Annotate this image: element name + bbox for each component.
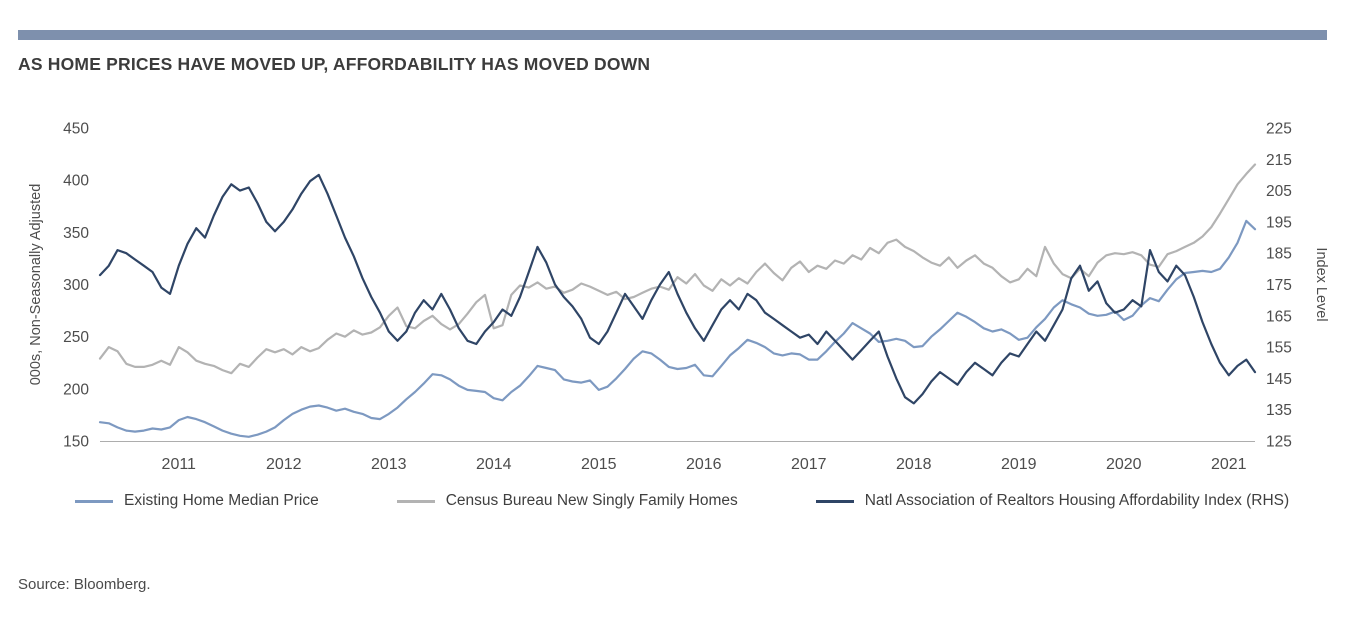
- y-tick-right: 135: [1266, 402, 1292, 419]
- y-tick-right: 155: [1266, 340, 1292, 357]
- legend-item-existing-home-median-price: Existing Home Median Price: [75, 492, 319, 510]
- line-swatch-blue: [75, 499, 113, 503]
- y-tick-right: 215: [1266, 152, 1292, 169]
- y-tick-right: 175: [1266, 277, 1292, 294]
- x-year-label: 2014: [476, 456, 512, 473]
- y-tick-right: 225: [1266, 121, 1292, 138]
- y-tick-left: 300: [63, 277, 89, 294]
- x-year-label: 2018: [896, 456, 932, 473]
- x-year-label: 2011: [162, 456, 197, 473]
- legend-item-nar-housing-affordability-index: Natl Association of Realtors Housing Aff…: [815, 492, 1290, 510]
- legend-item-census-new-single-family-homes: Census Bureau New Singly Family Homes: [396, 492, 738, 510]
- y-tick-left: 150: [63, 434, 89, 451]
- series-line-1: [98, 163, 1257, 375]
- accent-bar: [18, 30, 1327, 40]
- y-tick-left: 350: [63, 225, 89, 242]
- y-tick-left: 200: [63, 381, 89, 398]
- x-year-label: 2017: [791, 456, 827, 473]
- legend-label: Existing Home Median Price: [124, 492, 319, 509]
- line-swatch-gray: [396, 499, 435, 503]
- series-line-2: [98, 173, 1257, 405]
- y-tick-right: 205: [1266, 183, 1292, 200]
- y-tick-right: 195: [1266, 214, 1292, 231]
- x-year-label: 2019: [1001, 456, 1037, 473]
- legend-label: Natl Association of Realtors Housing Aff…: [864, 492, 1290, 509]
- y-tick-left: 400: [63, 173, 89, 190]
- y-tick-right: 125: [1266, 434, 1292, 451]
- y-axis-title-right: Index Level: [1313, 247, 1329, 321]
- chart-legend: Existing Home Median Price Census Bureau…: [75, 492, 1289, 510]
- y-tick-left: 450: [63, 121, 89, 138]
- series-line-0: [98, 219, 1257, 438]
- x-year-label: 2020: [1106, 456, 1142, 473]
- x-year-label: 2016: [686, 456, 722, 473]
- y-tick-right: 165: [1266, 308, 1292, 325]
- chart-title: AS HOME PRICES HAVE MOVED UP, AFFORDABIL…: [18, 54, 651, 74]
- line-chart: 450 400 350 300 250 200 150 225 215 205 195 185 175 1…: [0, 108, 1345, 480]
- x-year-label: 2012: [266, 456, 302, 473]
- chart-canvas: 450 400 350 300 250 200 150 225 215 205 195 185 175 1…: [28, 121, 1329, 474]
- x-year-label: 2021: [1211, 456, 1247, 473]
- y-tick-right: 145: [1266, 371, 1292, 388]
- legend-label: Census Bureau New Singly Family Homes: [445, 492, 738, 509]
- x-year-label: 2013: [371, 456, 407, 473]
- line-swatch-navy: [815, 499, 854, 503]
- x-year-label: 2015: [581, 456, 617, 473]
- y-tick-left: 250: [63, 329, 89, 346]
- y-axis-title-left: 000s, Non-Seasonally Adjusted: [28, 184, 44, 386]
- source-note: Source: Bloomberg.: [18, 576, 151, 593]
- y-tick-right: 185: [1266, 246, 1292, 263]
